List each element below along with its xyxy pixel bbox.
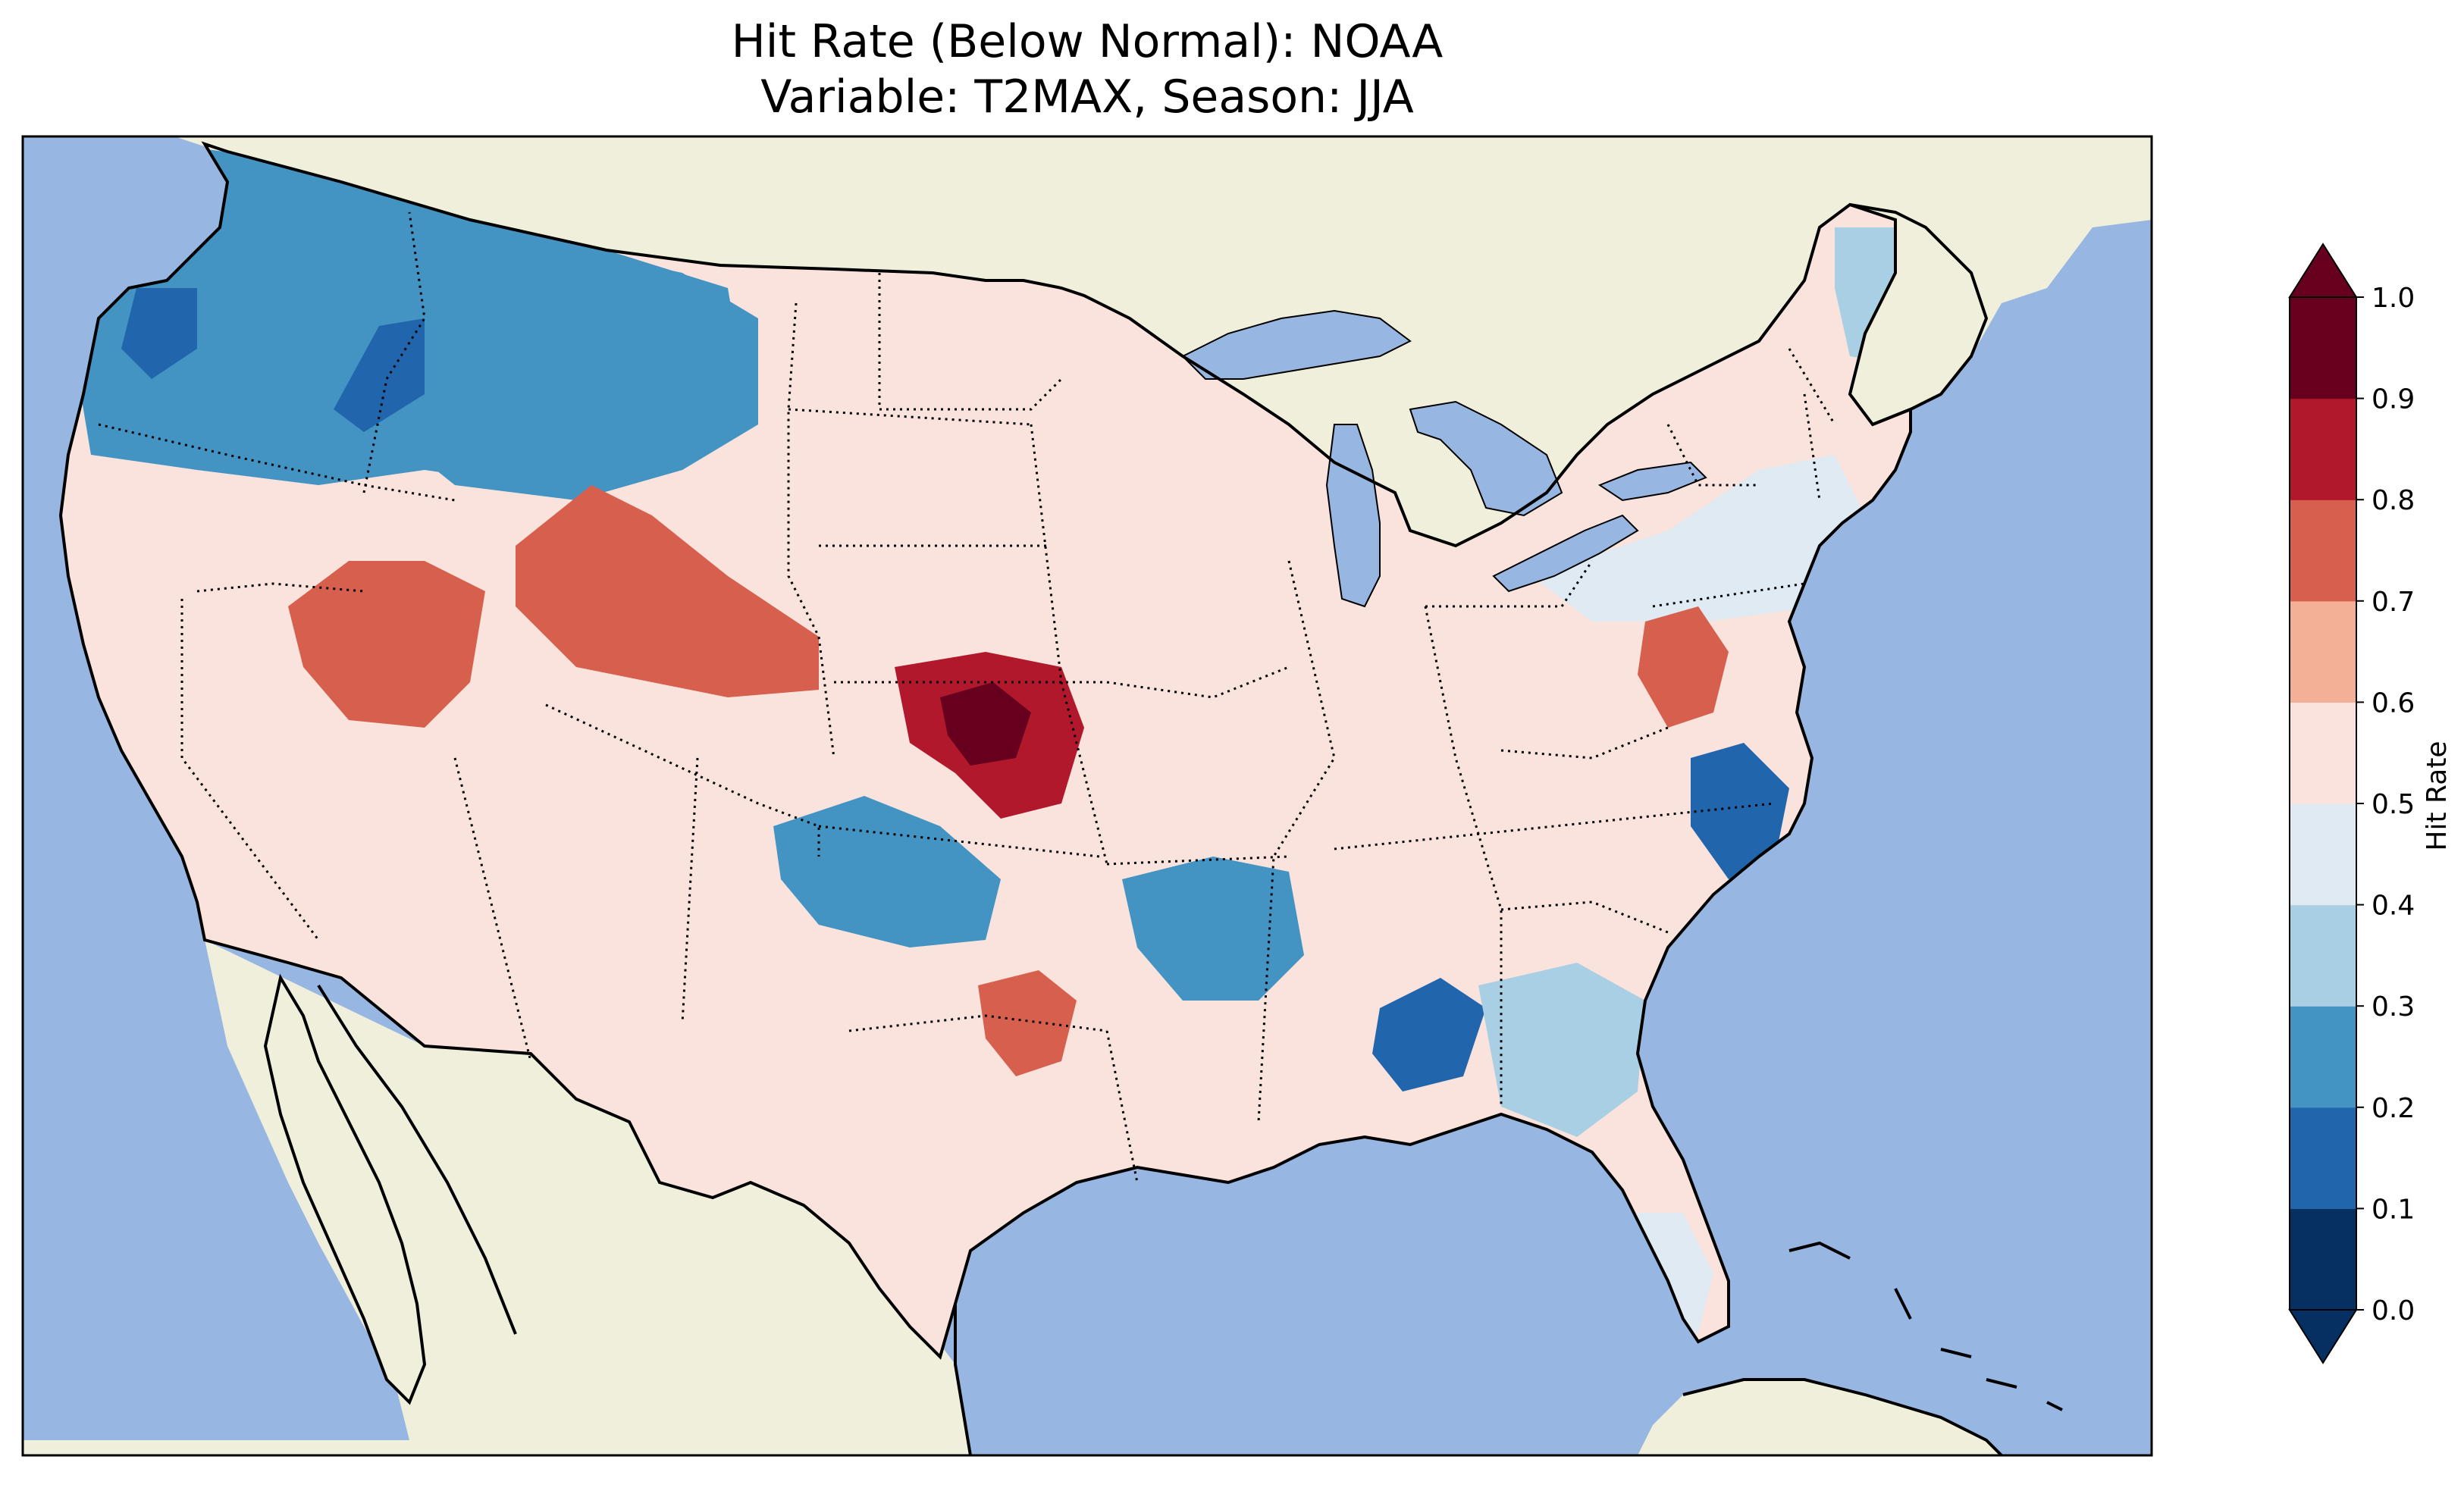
colorbar-label: Hit Rate <box>2422 741 2453 850</box>
colorbar-tick-label-0: 0.0 <box>2372 1295 2415 1326</box>
field-region-11 <box>1122 857 1304 1001</box>
lake-ontario <box>1597 461 1707 502</box>
baja-coastline <box>263 973 427 1405</box>
state-border-12 <box>1425 560 1669 760</box>
field-region-13 <box>1691 743 1789 879</box>
state-border-9 <box>1106 666 1290 866</box>
lake-erie <box>1492 514 1639 593</box>
colorbar-tick-label-6: 0.6 <box>2372 687 2415 719</box>
mexico-land <box>23 940 970 1455</box>
field-region-4 <box>121 288 197 379</box>
state-border-8 <box>1030 424 1108 865</box>
colorbar-bin-2 <box>2290 1006 2356 1108</box>
title-line-1: Hit Rate (Below Normal): NOAA <box>732 15 1444 68</box>
colorbar-tick-label-4: 0.4 <box>2372 891 2415 922</box>
colorbar: 0.0 0.1 0.2 0.3 0.4 0.5 0.6 0.7 0.8 0.9 1.0 <box>2288 243 2415 1364</box>
colorbar-bin-4 <box>2290 803 2356 906</box>
colorbar-tick-label-1: 0.1 <box>2372 1194 2415 1225</box>
field-region-16 <box>1478 963 1645 1137</box>
map-panel <box>23 136 2152 1455</box>
field-region-3 <box>379 227 758 500</box>
colorbar-tick-label-5: 0.5 <box>2372 789 2415 820</box>
canada-east-coast <box>1849 203 1989 426</box>
colorbar-bin-6 <box>2290 600 2356 703</box>
colorbar-bin-1 <box>2290 1107 2356 1209</box>
colorbar-tick-label-9: 0.9 <box>2372 384 2415 415</box>
colorbar-bin-0 <box>2290 1208 2356 1311</box>
coastlines <box>58 141 2063 1455</box>
lake-michigan <box>1325 424 1381 608</box>
us-coastline <box>58 141 1912 1360</box>
lake-huron <box>1409 400 1563 517</box>
gulf-of-california-coast <box>317 984 517 1335</box>
colorbar-bin-9 <box>2290 297 2356 399</box>
field-region-0 <box>1531 455 1873 622</box>
colorbar-tick-label-7: 0.7 <box>2372 587 2415 618</box>
title-line-2: Variable: T2MAX, Season: JJA <box>760 70 1414 124</box>
field-region-9 <box>940 682 1031 766</box>
cuba-coast <box>1682 1378 2003 1455</box>
state-border-20 <box>1105 1030 1139 1183</box>
state-borders <box>98 211 1836 1183</box>
mexico-gulf-coast <box>954 1304 972 1455</box>
field-region-12 <box>1372 978 1486 1092</box>
field-region-15 <box>978 970 1077 1076</box>
cuba-land <box>1638 1380 2002 1455</box>
state-border-1 <box>362 211 426 493</box>
field-region-14 <box>1638 606 1729 728</box>
field-region-5 <box>334 318 425 432</box>
field-region-7 <box>516 485 819 697</box>
colorbar-tick-label-8: 0.8 <box>2372 485 2415 516</box>
bahamas-coast <box>1788 1241 2063 1411</box>
state-border-2 <box>180 582 365 941</box>
colorbar-tick-label-2: 0.2 <box>2372 1093 2415 1124</box>
great-lakes <box>1181 309 1707 608</box>
field-region-10 <box>773 796 1001 947</box>
state-border-4 <box>787 302 835 759</box>
colorbar-bin-8 <box>2290 398 2356 500</box>
state-border-5 <box>878 273 1063 411</box>
state-border-17 <box>848 1014 1108 1032</box>
baja-california <box>265 978 425 1402</box>
state-border-15 <box>1652 424 1805 608</box>
colorbar-bin-3 <box>2290 904 2356 1007</box>
colorbar-extend-high <box>2288 243 2358 298</box>
lake-superior <box>1181 309 1412 380</box>
maine-landmass <box>1850 205 1986 424</box>
state-border-16 <box>1788 348 1836 501</box>
map-frame <box>21 135 2153 1457</box>
state-border-18 <box>453 757 532 1062</box>
colorbar-tick-label-10: 1.0 <box>2372 283 2415 314</box>
colorbar-bin-5 <box>2290 702 2356 804</box>
field-region-6 <box>288 561 485 728</box>
state-border-3 <box>545 703 820 857</box>
colorbar-tick-label-3: 0.3 <box>2372 991 2415 1023</box>
colorbar-bin-7 <box>2290 500 2356 602</box>
colorbar-extend-low <box>2288 1309 2358 1364</box>
state-border-10 <box>1257 560 1336 1123</box>
